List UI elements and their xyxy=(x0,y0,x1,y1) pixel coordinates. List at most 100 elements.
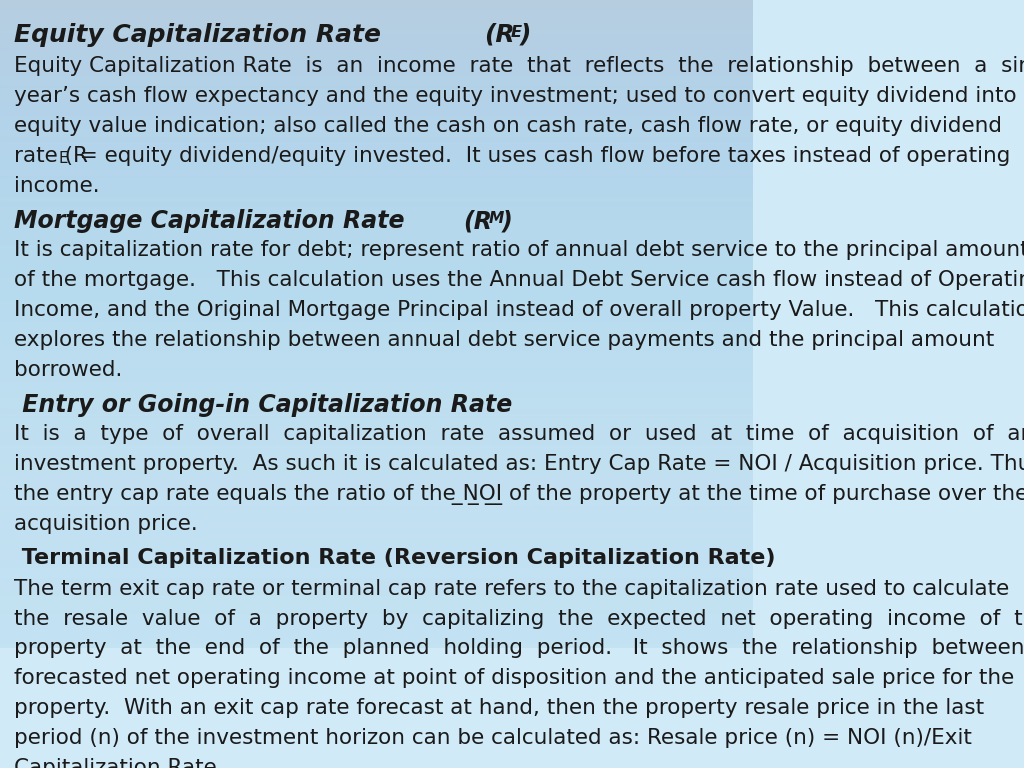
Bar xyxy=(0,434,753,441)
Bar xyxy=(0,233,753,240)
Bar xyxy=(0,123,753,130)
Bar xyxy=(0,143,753,149)
Bar xyxy=(0,356,753,363)
Bar xyxy=(0,78,753,84)
Text: The term exit cap rate or terminal cap rate refers to the capitalization rate us: The term exit cap rate or terminal cap r… xyxy=(13,579,1009,599)
Bar xyxy=(0,317,753,324)
Text: E: E xyxy=(510,25,521,40)
Bar xyxy=(0,84,753,91)
Bar xyxy=(0,551,753,558)
Text: forecasted net operating income at point of disposition and the anticipated sale: forecasted net operating income at point… xyxy=(13,668,1014,688)
Bar xyxy=(0,622,753,629)
Bar xyxy=(0,376,753,382)
Text: (R: (R xyxy=(484,23,515,47)
Bar xyxy=(0,292,753,298)
Bar xyxy=(0,577,753,583)
Bar xyxy=(0,382,753,389)
Bar xyxy=(0,19,753,26)
Bar xyxy=(0,590,753,596)
Bar xyxy=(0,641,753,648)
Bar xyxy=(0,330,753,337)
Text: property.  With an exit cap rate forecast at hand, then the property resale pric: property. With an exit cap rate forecast… xyxy=(13,698,984,718)
Bar xyxy=(0,571,753,577)
Bar xyxy=(0,39,753,45)
Bar xyxy=(0,285,753,292)
Text: Equity Capitalization Rate: Equity Capitalization Rate xyxy=(13,23,389,47)
Text: M: M xyxy=(488,211,504,227)
Bar xyxy=(0,467,753,473)
Text: acquisition price.: acquisition price. xyxy=(13,514,198,534)
Text: (R: (R xyxy=(464,210,493,233)
Bar xyxy=(0,499,753,505)
Bar xyxy=(0,512,753,518)
Bar xyxy=(0,32,753,39)
Bar xyxy=(0,473,753,479)
Bar xyxy=(0,369,753,376)
Bar xyxy=(0,545,753,551)
Bar xyxy=(0,253,753,260)
Text: It  is  a  type  of  overall  capitalization  rate  assumed  or  used  at  time : It is a type of overall capitalization r… xyxy=(13,425,1024,445)
Bar xyxy=(0,13,753,19)
Bar xyxy=(0,6,753,13)
Text: the entry cap rate equals the ratio of the ̲N̲O̲I̲ of the property at the time o: the entry cap rate equals the ratio of t… xyxy=(13,484,1024,505)
Text: ): ) xyxy=(502,210,512,233)
Bar xyxy=(0,441,753,447)
Bar xyxy=(0,130,753,136)
Bar xyxy=(0,603,753,609)
Bar xyxy=(0,260,753,266)
Text: explores the relationship between annual debt service payments and the principal: explores the relationship between annual… xyxy=(13,330,994,350)
Bar xyxy=(0,518,753,525)
Text: Equity Capitalization Rate  is  an  income  rate  that  reflects  the  relations: Equity Capitalization Rate is an income … xyxy=(13,56,1024,76)
Bar xyxy=(0,525,753,531)
Text: Income, and the Original Mortgage Principal instead of overall property Value.  : Income, and the Original Mortgage Princi… xyxy=(13,300,1024,320)
Bar xyxy=(0,324,753,330)
Text: the  resale  value  of  a  property  by  capitalizing  the  expected  net  opera: the resale value of a property by capita… xyxy=(13,608,1024,628)
Text: E: E xyxy=(58,151,69,166)
Bar xyxy=(0,343,753,350)
Bar xyxy=(0,201,753,207)
Text: investment property.  As such it is calculated as: Entry Cap Rate = NOI / Acquis: investment property. As such it is calcu… xyxy=(13,455,1024,475)
Text: Entry or Going-in Capitalization Rate: Entry or Going-in Capitalization Rate xyxy=(13,393,512,417)
Bar xyxy=(0,162,753,168)
Bar xyxy=(0,363,753,369)
Text: It is capitalization rate for debt; represent ratio of annual debt service to th: It is capitalization rate for debt; repr… xyxy=(13,240,1024,260)
Bar xyxy=(0,58,753,65)
Bar xyxy=(0,45,753,52)
Text: Terminal Capitalization Rate (Reversion Capitalization Rate): Terminal Capitalization Rate (Reversion … xyxy=(13,548,775,568)
Text: borrowed.: borrowed. xyxy=(13,359,122,379)
Bar xyxy=(0,26,753,32)
Text: equity value indication; also called the cash on cash rate, cash flow rate, or e: equity value indication; also called the… xyxy=(13,116,1001,136)
Bar xyxy=(0,428,753,434)
Bar xyxy=(0,583,753,590)
Bar xyxy=(0,402,753,409)
Bar xyxy=(0,156,753,162)
Bar xyxy=(0,337,753,343)
Bar xyxy=(0,629,753,635)
Bar xyxy=(0,396,753,402)
Text: year’s cash flow expectancy and the equity investment; used to convert equity di: year’s cash flow expectancy and the equi… xyxy=(13,86,1024,106)
Text: = equity dividend/equity invested.  It uses cash flow before taxes instead of op: = equity dividend/equity invested. It us… xyxy=(67,146,1011,166)
Bar xyxy=(0,98,753,104)
Bar xyxy=(0,168,753,175)
Bar xyxy=(0,110,753,117)
Bar xyxy=(0,538,753,545)
Bar xyxy=(0,65,753,71)
Bar xyxy=(0,207,753,214)
Bar xyxy=(0,447,753,454)
Bar xyxy=(0,558,753,564)
Bar xyxy=(0,389,753,396)
Bar xyxy=(0,531,753,538)
Text: rate (R: rate (R xyxy=(13,146,87,166)
Text: ): ) xyxy=(519,23,530,47)
Text: of the mortgage.   This calculation uses the Annual Debt Service cash flow inste: of the mortgage. This calculation uses t… xyxy=(13,270,1024,290)
Bar xyxy=(0,247,753,253)
Bar xyxy=(0,149,753,156)
Text: Capitalization Rate.: Capitalization Rate. xyxy=(13,757,223,768)
Bar xyxy=(0,266,753,272)
Bar xyxy=(0,104,753,110)
Bar xyxy=(0,272,753,279)
Text: property  at  the  end  of  the  planned  holding  period.   It  shows  the  rel: property at the end of the planned holdi… xyxy=(13,638,1024,658)
Text: Mortgage Capitalization Rate: Mortgage Capitalization Rate xyxy=(13,210,413,233)
Bar xyxy=(0,505,753,512)
Bar xyxy=(0,194,753,201)
